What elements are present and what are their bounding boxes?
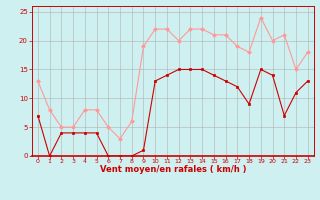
X-axis label: Vent moyen/en rafales ( km/h ): Vent moyen/en rafales ( km/h ) [100, 165, 246, 174]
